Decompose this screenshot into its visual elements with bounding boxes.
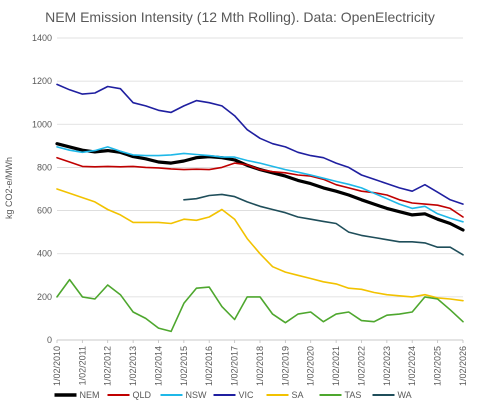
y-axis-title: kg CO2-e/MWh: [4, 157, 14, 219]
legend-label: VIC: [239, 390, 255, 400]
legend: NEM QLD NSW VIC SA TAS WA: [54, 390, 412, 400]
x-tick-label: 1/02/2026: [458, 346, 468, 386]
x-axis-ticks: 1/02/2010 1/02/2011 1/02/2012 1/02/2013 1/02…: [52, 340, 468, 386]
legend-item-nsw: NSW: [160, 390, 208, 400]
legend-label: NSW: [186, 390, 208, 400]
series-line-wa: [183, 193, 464, 256]
legend-label: WA: [398, 390, 412, 400]
x-tick-label: 1/02/2012: [103, 346, 113, 386]
x-tick-label: 1/02/2020: [306, 346, 316, 386]
y-tick-label: 600: [37, 206, 52, 216]
y-tick-label: 200: [37, 292, 52, 302]
series-line-tas: [56, 278, 464, 333]
x-tick-label: 1/02/2024: [407, 346, 417, 386]
series-line-qld: [56, 156, 464, 218]
y-tick-label: 1400: [32, 33, 52, 43]
chart-title: NEM Emission Intensity (12 Mth Rolling).…: [45, 9, 435, 25]
legend-item-vic: VIC: [213, 390, 255, 400]
x-tick-label: 1/02/2019: [280, 346, 290, 386]
y-tick-label: 800: [37, 162, 52, 172]
y-axis-ticks: 0 200 400 600 800 1000 1200 1400: [32, 33, 52, 345]
legend-item-wa: WA: [372, 390, 412, 400]
y-tick-label: 0: [47, 335, 52, 345]
legend-item-tas: TAS: [319, 390, 362, 400]
x-tick-label: 1/02/2014: [154, 346, 164, 386]
x-tick-label: 1/02/2018: [255, 346, 265, 386]
x-tick-label: 1/02/2025: [433, 346, 443, 386]
legend-label: SA: [292, 390, 304, 400]
x-tick-label: 1/02/2015: [179, 346, 189, 386]
series-lines: [55, 83, 465, 333]
y-tick-label: 1000: [32, 119, 52, 129]
legend-label: NEM: [80, 390, 100, 400]
legend-item-nem: NEM: [54, 390, 100, 400]
x-tick-label: 1/02/2017: [230, 346, 240, 386]
x-tick-label: 1/02/2021: [331, 346, 341, 386]
x-tick-label: 1/02/2022: [357, 346, 367, 386]
x-tick-label: 1/02/2011: [77, 346, 87, 385]
legend-label: TAS: [345, 390, 362, 400]
series-line-sa: [56, 188, 464, 302]
series-line-vic: [56, 83, 464, 205]
x-tick-label: 1/02/2013: [128, 346, 138, 386]
y-tick-label: 1200: [32, 76, 52, 86]
x-tick-label: 1/02/2016: [204, 346, 214, 386]
legend-item-sa: SA: [266, 390, 304, 400]
series-line-nsw: [56, 146, 464, 223]
y-tick-label: 400: [37, 249, 52, 259]
legend-label: QLD: [133, 390, 152, 400]
legend-item-qld: QLD: [107, 390, 152, 400]
x-tick-label: 1/02/2023: [382, 346, 392, 386]
x-tick-label: 1/02/2010: [52, 346, 62, 386]
